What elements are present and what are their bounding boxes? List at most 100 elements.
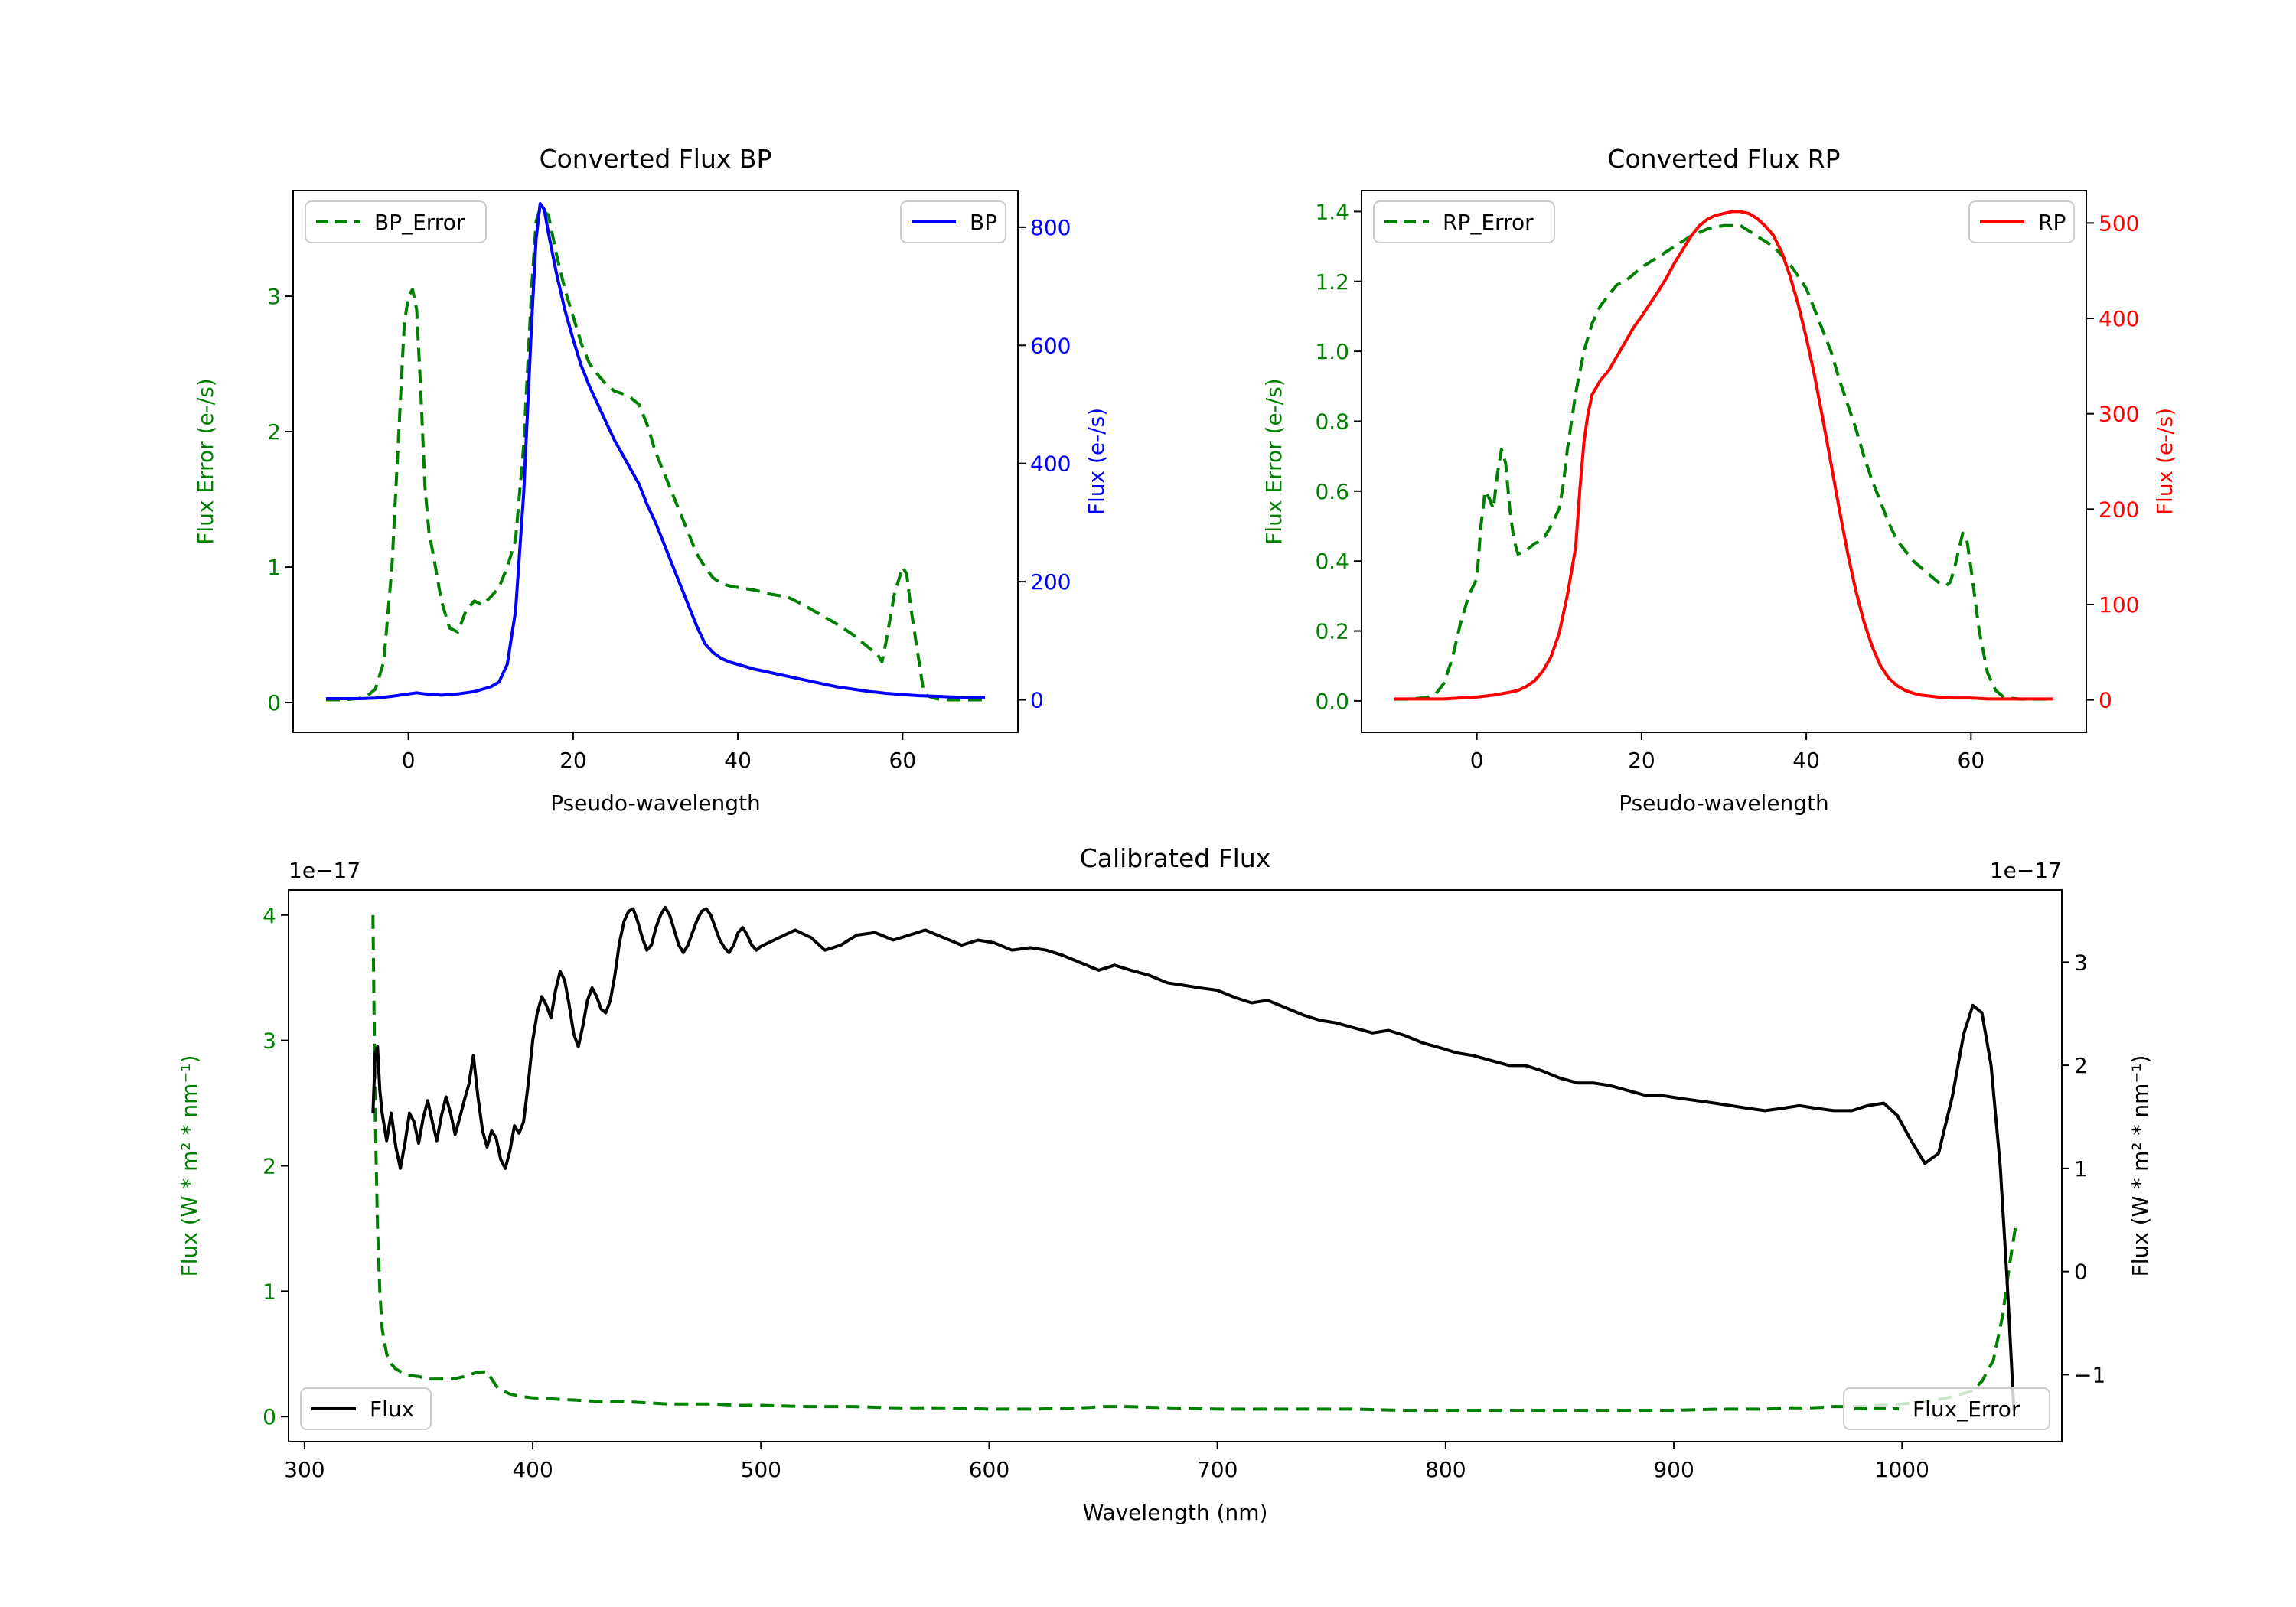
right-tick-label: 500 xyxy=(2099,210,2139,236)
series-flux_error-curve xyxy=(371,914,2018,1412)
legend-bp_error: BP_Error xyxy=(305,200,487,243)
right-tick-label: 600 xyxy=(1030,333,1071,358)
legend-frame xyxy=(1843,1387,2050,1430)
right-tick-label: 800 xyxy=(1030,215,1071,240)
x-tick-label: 1000 xyxy=(1875,1457,1929,1482)
bp-plot-area xyxy=(326,202,985,702)
x-axis-label: Pseudo-wavelength xyxy=(1619,790,1829,816)
left-tick-label: 0.0 xyxy=(1315,689,1349,714)
chart-title: Converted Flux RP xyxy=(1607,144,1840,174)
chart-title: Converted Flux BP xyxy=(540,144,772,174)
rp-x-ticks: 0 20 40 60 xyxy=(1470,732,1985,773)
rp-left-ticks: 0.0 0.2 0.4 0.6 0.8 1.0 1.2 1.4 xyxy=(1315,199,1362,714)
series-flux-curve xyxy=(371,905,2016,1411)
chart-converted-flux-rp: 0 20 40 60 0.0 0.2 0.4 0.6 0.8 1.0 1.2 1.4 0 100 200 30… xyxy=(1261,144,2177,816)
x-tick-label: 20 xyxy=(1628,748,1655,773)
chart-title: Calibrated Flux xyxy=(1080,843,1271,873)
left-tick-label: 0.6 xyxy=(1315,479,1349,504)
left-tick-label: 1.4 xyxy=(1315,199,1349,224)
x-tick-label: 400 xyxy=(512,1457,553,1482)
right-tick-label: 400 xyxy=(2099,306,2139,331)
cal-plot-area xyxy=(371,905,2018,1412)
legend-label: BP_Error xyxy=(374,210,465,235)
cal-left-ticks: 0 1 2 3 4 xyxy=(263,903,289,1429)
x-tick-label: 60 xyxy=(889,748,917,773)
x-tick-label: 300 xyxy=(284,1457,325,1482)
right-axis-label: Flux (e-/s) xyxy=(2152,408,2177,515)
x-tick-label: 800 xyxy=(1425,1457,1466,1482)
left-tick-label: 1.2 xyxy=(1315,269,1349,295)
left-tick-label: 2 xyxy=(263,1154,276,1179)
x-tick-label: 0 xyxy=(1470,748,1484,773)
right-scale-offset-text: 1e−17 xyxy=(1990,858,2062,883)
legend-label: BP xyxy=(970,210,997,235)
right-axis-label: Flux (e-/s) xyxy=(1084,408,1109,515)
x-tick-label: 500 xyxy=(741,1457,781,1482)
rp-axes-box xyxy=(1361,190,2087,733)
bp-axes-box xyxy=(292,190,1019,733)
rp-right-ticks: 0 100 200 300 400 500 xyxy=(2086,210,2139,713)
left-tick-label: 2 xyxy=(267,419,281,445)
series-bp-curve xyxy=(326,202,985,700)
x-tick-label: 0 xyxy=(402,748,416,773)
right-tick-label: 0 xyxy=(2099,688,2112,713)
cal-x-ticks: 300 400 500 600 700 800 900 1000 xyxy=(284,1442,1929,1482)
right-tick-label: 100 xyxy=(2099,592,2139,618)
left-tick-label: 1 xyxy=(263,1279,276,1304)
legend-rp: RP xyxy=(1968,200,2075,243)
x-tick-label: 40 xyxy=(724,748,752,773)
legend-label: Flux_Error xyxy=(1913,1397,2020,1422)
left-axis-label: Flux Error (e-/s) xyxy=(1261,378,1287,544)
legend-flux: Flux xyxy=(300,1387,432,1430)
legend-label: Flux xyxy=(370,1397,414,1422)
cal-axes-box xyxy=(288,889,2063,1442)
right-tick-label: 1 xyxy=(2074,1156,2088,1182)
x-axis-label: Wavelength (nm) xyxy=(1083,1500,1268,1525)
legend-flux_error: Flux_Error xyxy=(1843,1387,2050,1430)
series-rp_error-curve xyxy=(1394,223,2053,701)
left-tick-label: 4 xyxy=(263,903,276,928)
legend-label: RP xyxy=(2038,210,2066,235)
left-tick-label: 0.8 xyxy=(1315,409,1349,434)
x-tick-label: 700 xyxy=(1197,1457,1238,1482)
right-tick-label: 2 xyxy=(2074,1053,2088,1078)
x-tick-label: 600 xyxy=(969,1457,1009,1482)
right-tick-label: 300 xyxy=(2099,402,2139,427)
x-axis-label: Pseudo-wavelength xyxy=(550,790,761,816)
bp-x-ticks: 0 20 40 60 xyxy=(402,732,916,773)
right-tick-label: 0 xyxy=(2074,1260,2088,1285)
left-tick-label: 0.4 xyxy=(1315,549,1349,574)
right-tick-label: −1 xyxy=(2074,1362,2105,1387)
legend-label: RP_Error xyxy=(1443,210,1534,235)
legend-frame xyxy=(300,1387,432,1430)
legend-bp: BP xyxy=(900,200,1006,243)
right-tick-label: 0 xyxy=(1030,688,1044,713)
series-rp-curve xyxy=(1394,210,2053,701)
bp-right-ticks: 0 200 400 600 800 xyxy=(1018,215,1071,713)
rp-plot-area xyxy=(1394,210,2053,701)
x-tick-label: 900 xyxy=(1653,1457,1694,1482)
right-tick-label: 200 xyxy=(2099,497,2139,522)
x-tick-label: 60 xyxy=(1958,748,1985,773)
series-bp_error-curve xyxy=(326,207,985,702)
left-axis-label: Flux (W * m² * nm⁻¹) xyxy=(177,1055,202,1277)
right-axis-label: Flux (W * m² * nm⁻¹) xyxy=(2128,1055,2153,1277)
left-axis-label: Flux Error (e-/s) xyxy=(193,378,218,544)
left-tick-label: 3 xyxy=(263,1028,276,1054)
left-tick-label: 0 xyxy=(263,1404,276,1429)
left-tick-label: 1.0 xyxy=(1315,339,1349,364)
left-tick-label: 0.2 xyxy=(1315,619,1349,644)
legend-rp_error: RP_Error xyxy=(1373,200,1555,243)
chart-calibrated-flux: 300 400 500 600 700 800 900 1000 0 1 2 3 4 −1 0 1 2 3 Cali… xyxy=(177,843,2153,1525)
legend-frame xyxy=(1373,200,1555,243)
right-tick-label: 200 xyxy=(1030,569,1071,595)
cal-right-ticks: −1 0 1 2 3 xyxy=(2062,950,2105,1387)
legend-frame xyxy=(305,200,487,243)
left-tick-label: 0 xyxy=(267,690,281,715)
x-tick-label: 40 xyxy=(1792,748,1820,773)
right-tick-label: 400 xyxy=(1030,451,1071,477)
left-tick-label: 1 xyxy=(267,555,281,580)
